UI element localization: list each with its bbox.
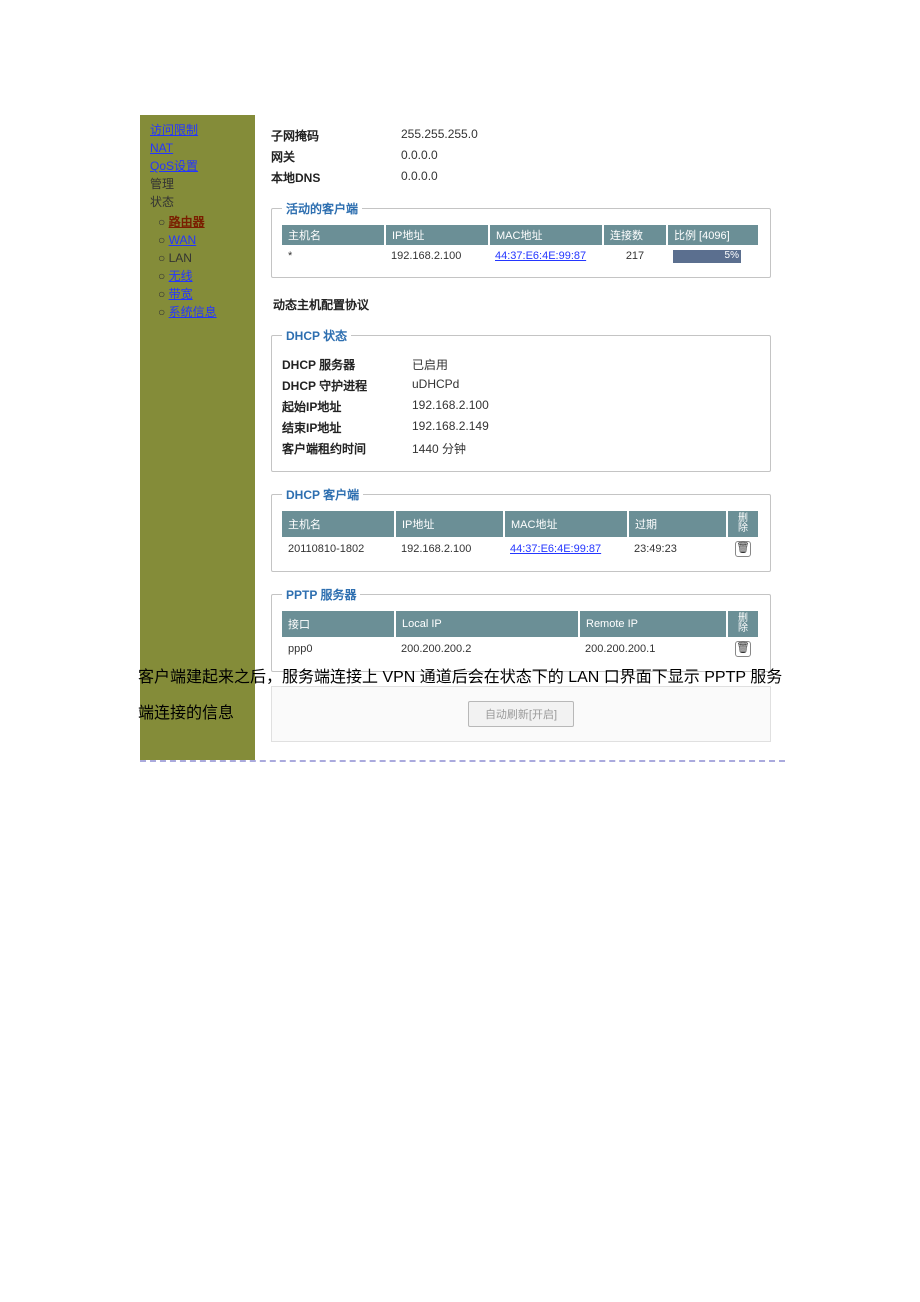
dhcp-v: 已启用 bbox=[412, 356, 448, 373]
dhcp-title: 动态主机配置协议 bbox=[273, 296, 771, 313]
pptp-legend: PPTP 服务器 bbox=[282, 586, 360, 603]
cell-ip: 192.168.2.100 bbox=[395, 537, 504, 561]
table-row: 20110810-1802 192.168.2.100 44:37:E6:4E:… bbox=[282, 537, 759, 561]
col-mac[interactable]: MAC地址 bbox=[489, 225, 603, 245]
dhcp-clients-table: 主机名 IP地址 MAC地址 过期 删除 20110810-1802 192.1… bbox=[282, 511, 760, 561]
dhcp-v: 192.168.2.149 bbox=[412, 419, 489, 436]
nav-sysinfo[interactable]: 系统信息 bbox=[169, 305, 217, 319]
col-lip[interactable]: Local IP bbox=[395, 611, 579, 637]
dhcp-v: 192.168.2.100 bbox=[412, 398, 489, 415]
gateway-label: 网关 bbox=[271, 148, 401, 165]
nav-qos[interactable]: QoS设置 bbox=[150, 157, 247, 175]
dns-value: 0.0.0.0 bbox=[401, 169, 438, 186]
gateway-value: 0.0.0.0 bbox=[401, 148, 438, 165]
col-conn[interactable]: 连接数 bbox=[603, 225, 667, 245]
cell-conn: 217 bbox=[603, 245, 667, 267]
pptp-table: 接口 Local IP Remote IP 删除 ppp0 200.200.20… bbox=[282, 611, 760, 661]
nav-bandwidth[interactable]: 带宽 bbox=[169, 287, 193, 301]
dhcp-k: 起始IP地址 bbox=[282, 398, 412, 415]
cell-exp: 23:49:23 bbox=[628, 537, 727, 561]
col-ip[interactable]: IP地址 bbox=[395, 511, 504, 537]
col-mac[interactable]: MAC地址 bbox=[504, 511, 628, 537]
caption-text: 客户端建起来之后，服务端连接上 VPN 通道后会在状态下的 LAN 口界面下显示… bbox=[138, 660, 798, 732]
col-rip[interactable]: Remote IP bbox=[579, 611, 727, 637]
subnet-label: 子网掩码 bbox=[271, 127, 401, 144]
cell-mac[interactable]: 44:37:E6:4E:99:87 bbox=[495, 250, 586, 262]
table-row: * 192.168.2.100 44:37:E6:4E:99:87 217 5% bbox=[282, 245, 759, 267]
delete-icon[interactable]: 🗑 bbox=[735, 641, 751, 657]
col-iface[interactable]: 接口 bbox=[282, 611, 395, 637]
delete-icon[interactable]: 🗑 bbox=[735, 541, 751, 557]
dhcp-clients-box: DHCP 客户端 主机名 IP地址 MAC地址 过期 删除 20110810-1… bbox=[271, 486, 771, 572]
dhcp-k: 客户端租约时间 bbox=[282, 440, 412, 457]
dhcp-status-legend: DHCP 状态 bbox=[282, 327, 351, 344]
table-row: ppp0 200.200.200.2 200.200.200.1 🗑 bbox=[282, 637, 759, 661]
cell-iface: ppp0 bbox=[282, 637, 395, 661]
nav-manage[interactable]: 管理 bbox=[150, 175, 247, 193]
nav-wan[interactable]: WAN bbox=[169, 233, 197, 247]
dhcp-k: 结束IP地址 bbox=[282, 419, 412, 436]
cell-host: 20110810-1802 bbox=[282, 537, 395, 561]
nav-access[interactable]: 访问限制 bbox=[150, 121, 247, 139]
cell-host: * bbox=[282, 245, 385, 267]
cell-rip: 200.200.200.1 bbox=[579, 637, 727, 661]
col-host[interactable]: 主机名 bbox=[282, 225, 385, 245]
col-host[interactable]: 主机名 bbox=[282, 511, 395, 537]
dns-label: 本地DNS bbox=[271, 169, 401, 186]
ratio-bar: 5% bbox=[673, 250, 741, 263]
nav-nat[interactable]: NAT bbox=[150, 139, 247, 157]
dhcp-k: DHCP 服务器 bbox=[282, 356, 412, 373]
col-exp[interactable]: 过期 bbox=[628, 511, 727, 537]
cell-mac[interactable]: 44:37:E6:4E:99:87 bbox=[510, 543, 601, 555]
nav-wireless[interactable]: 无线 bbox=[169, 269, 193, 283]
dhcp-k: DHCP 守护进程 bbox=[282, 377, 412, 394]
col-del[interactable]: 删除 bbox=[737, 613, 749, 635]
cell-ip: 192.168.2.100 bbox=[385, 245, 489, 267]
active-clients-legend: 活动的客户端 bbox=[282, 200, 362, 217]
col-ip[interactable]: IP地址 bbox=[385, 225, 489, 245]
dhcp-v: uDHCPd bbox=[412, 377, 459, 394]
dhcp-v: 1440 分钟 bbox=[412, 440, 466, 457]
col-ratio[interactable]: 比例 [4096] bbox=[667, 225, 759, 245]
col-del[interactable]: 删除 bbox=[737, 513, 749, 535]
nav-lan[interactable]: LAN bbox=[169, 251, 192, 265]
active-clients-box: 活动的客户端 主机名 IP地址 MAC地址 连接数 比例 [4096] * 19… bbox=[271, 200, 771, 278]
active-clients-table: 主机名 IP地址 MAC地址 连接数 比例 [4096] * 192.168.2… bbox=[282, 225, 760, 267]
dhcp-clients-legend: DHCP 客户端 bbox=[282, 486, 363, 503]
nav-sublist: 路由器 WAN LAN 无线 带宽 系统信息 bbox=[158, 213, 247, 321]
subnet-value: 255.255.255.0 bbox=[401, 127, 478, 144]
cell-lip: 200.200.200.2 bbox=[395, 637, 579, 661]
dhcp-status-box: DHCP 状态 DHCP 服务器已启用 DHCP 守护进程uDHCPd 起始IP… bbox=[271, 327, 771, 472]
nav-status[interactable]: 状态 bbox=[150, 193, 247, 211]
nav-router[interactable]: 路由器 bbox=[169, 215, 205, 229]
